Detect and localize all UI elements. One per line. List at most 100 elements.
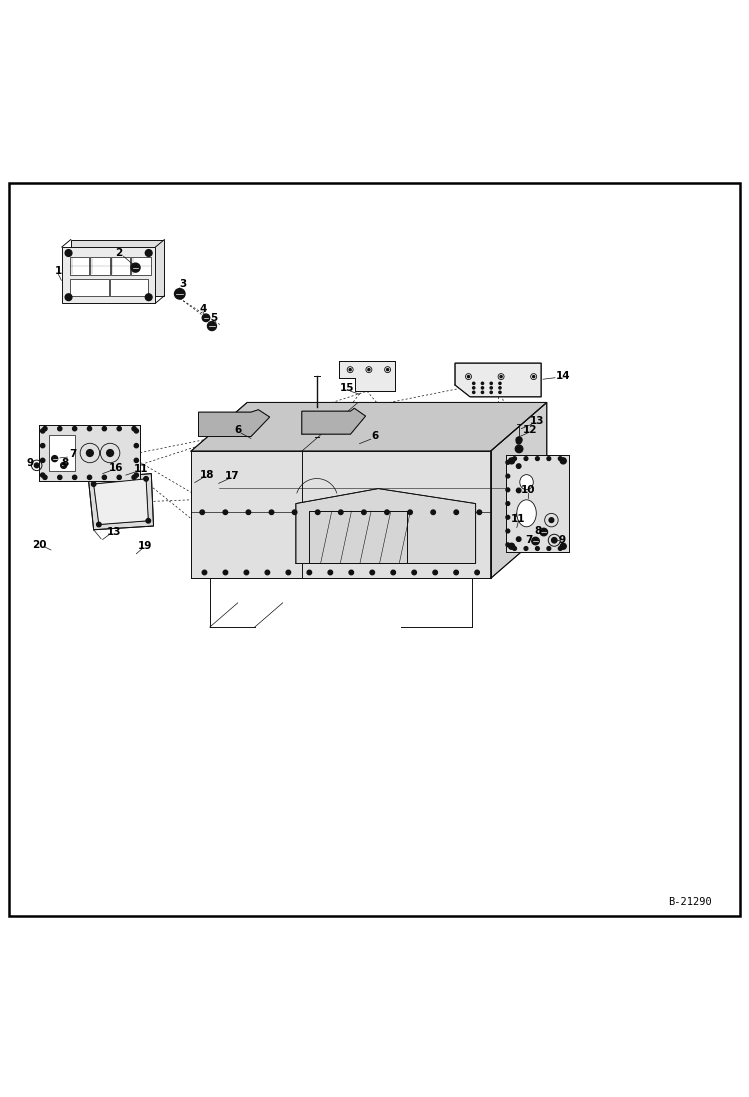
- Text: 6: 6: [234, 426, 242, 436]
- Circle shape: [117, 475, 121, 479]
- Circle shape: [328, 570, 333, 575]
- Circle shape: [86, 450, 94, 456]
- Text: 11: 11: [133, 464, 148, 474]
- Circle shape: [506, 543, 510, 546]
- Polygon shape: [296, 488, 476, 564]
- Circle shape: [52, 455, 58, 462]
- Circle shape: [540, 529, 548, 535]
- Polygon shape: [94, 479, 148, 524]
- Polygon shape: [39, 425, 140, 482]
- Circle shape: [103, 427, 106, 431]
- Circle shape: [106, 450, 114, 456]
- Bar: [49, 436, 75, 472]
- Circle shape: [517, 488, 521, 493]
- Circle shape: [509, 543, 515, 550]
- Bar: [131, 257, 151, 275]
- Text: 10: 10: [521, 485, 536, 495]
- Circle shape: [524, 456, 528, 461]
- Ellipse shape: [517, 500, 536, 527]
- Text: B-21290: B-21290: [668, 896, 712, 906]
- Circle shape: [467, 375, 470, 377]
- Text: 8: 8: [534, 525, 542, 535]
- Text: 20: 20: [32, 540, 47, 550]
- Text: 18: 18: [199, 471, 214, 480]
- Circle shape: [270, 510, 274, 514]
- Text: 16: 16: [109, 463, 124, 473]
- Circle shape: [499, 387, 501, 389]
- Polygon shape: [191, 451, 491, 578]
- Bar: [91, 257, 109, 275]
- Circle shape: [34, 463, 39, 467]
- Polygon shape: [491, 403, 547, 578]
- Circle shape: [88, 427, 91, 431]
- Text: 17: 17: [225, 471, 240, 480]
- Circle shape: [202, 570, 207, 575]
- Text: 13: 13: [530, 416, 545, 426]
- Circle shape: [533, 375, 535, 377]
- Circle shape: [512, 546, 516, 551]
- Circle shape: [58, 427, 62, 431]
- Circle shape: [43, 427, 47, 431]
- Circle shape: [473, 392, 475, 394]
- Polygon shape: [339, 361, 395, 392]
- Circle shape: [292, 510, 297, 514]
- Circle shape: [244, 570, 249, 575]
- Circle shape: [560, 543, 566, 550]
- Circle shape: [202, 314, 210, 321]
- Circle shape: [134, 429, 139, 433]
- Circle shape: [477, 510, 482, 514]
- Polygon shape: [506, 455, 569, 552]
- Circle shape: [499, 382, 501, 384]
- Circle shape: [132, 475, 136, 479]
- Circle shape: [265, 570, 270, 575]
- Bar: [70, 279, 109, 296]
- Circle shape: [40, 459, 45, 463]
- Circle shape: [506, 529, 510, 533]
- Circle shape: [532, 538, 539, 545]
- Circle shape: [223, 570, 228, 575]
- Polygon shape: [191, 403, 547, 451]
- Circle shape: [499, 392, 501, 394]
- Circle shape: [558, 456, 562, 461]
- Circle shape: [475, 570, 479, 575]
- Circle shape: [307, 570, 312, 575]
- Text: 6: 6: [371, 431, 378, 441]
- Bar: [70, 257, 89, 275]
- Circle shape: [175, 289, 185, 299]
- Text: 5: 5: [210, 313, 217, 323]
- Circle shape: [146, 519, 151, 523]
- Circle shape: [132, 427, 136, 431]
- Circle shape: [473, 382, 475, 384]
- Circle shape: [482, 392, 484, 394]
- Circle shape: [509, 457, 515, 464]
- Circle shape: [286, 570, 291, 575]
- Circle shape: [490, 387, 492, 389]
- Circle shape: [385, 510, 389, 514]
- Circle shape: [40, 473, 45, 477]
- Circle shape: [103, 475, 106, 479]
- Circle shape: [517, 536, 521, 542]
- Ellipse shape: [520, 475, 533, 489]
- Circle shape: [391, 570, 395, 575]
- Circle shape: [246, 510, 251, 514]
- Circle shape: [61, 462, 67, 468]
- Circle shape: [431, 510, 435, 514]
- Text: 9: 9: [26, 459, 34, 468]
- Circle shape: [73, 427, 76, 431]
- Text: 7: 7: [525, 534, 533, 544]
- Circle shape: [117, 427, 121, 431]
- Circle shape: [134, 459, 139, 463]
- Circle shape: [500, 375, 502, 377]
- Circle shape: [536, 546, 539, 551]
- Text: 7: 7: [70, 449, 77, 460]
- Circle shape: [506, 488, 510, 491]
- Circle shape: [454, 510, 458, 514]
- Circle shape: [91, 482, 96, 486]
- Polygon shape: [88, 474, 154, 530]
- Text: 8: 8: [61, 459, 69, 468]
- Text: 9: 9: [558, 534, 565, 544]
- Polygon shape: [198, 410, 270, 437]
- Text: 4: 4: [199, 304, 207, 314]
- Circle shape: [433, 570, 437, 575]
- Circle shape: [549, 518, 554, 522]
